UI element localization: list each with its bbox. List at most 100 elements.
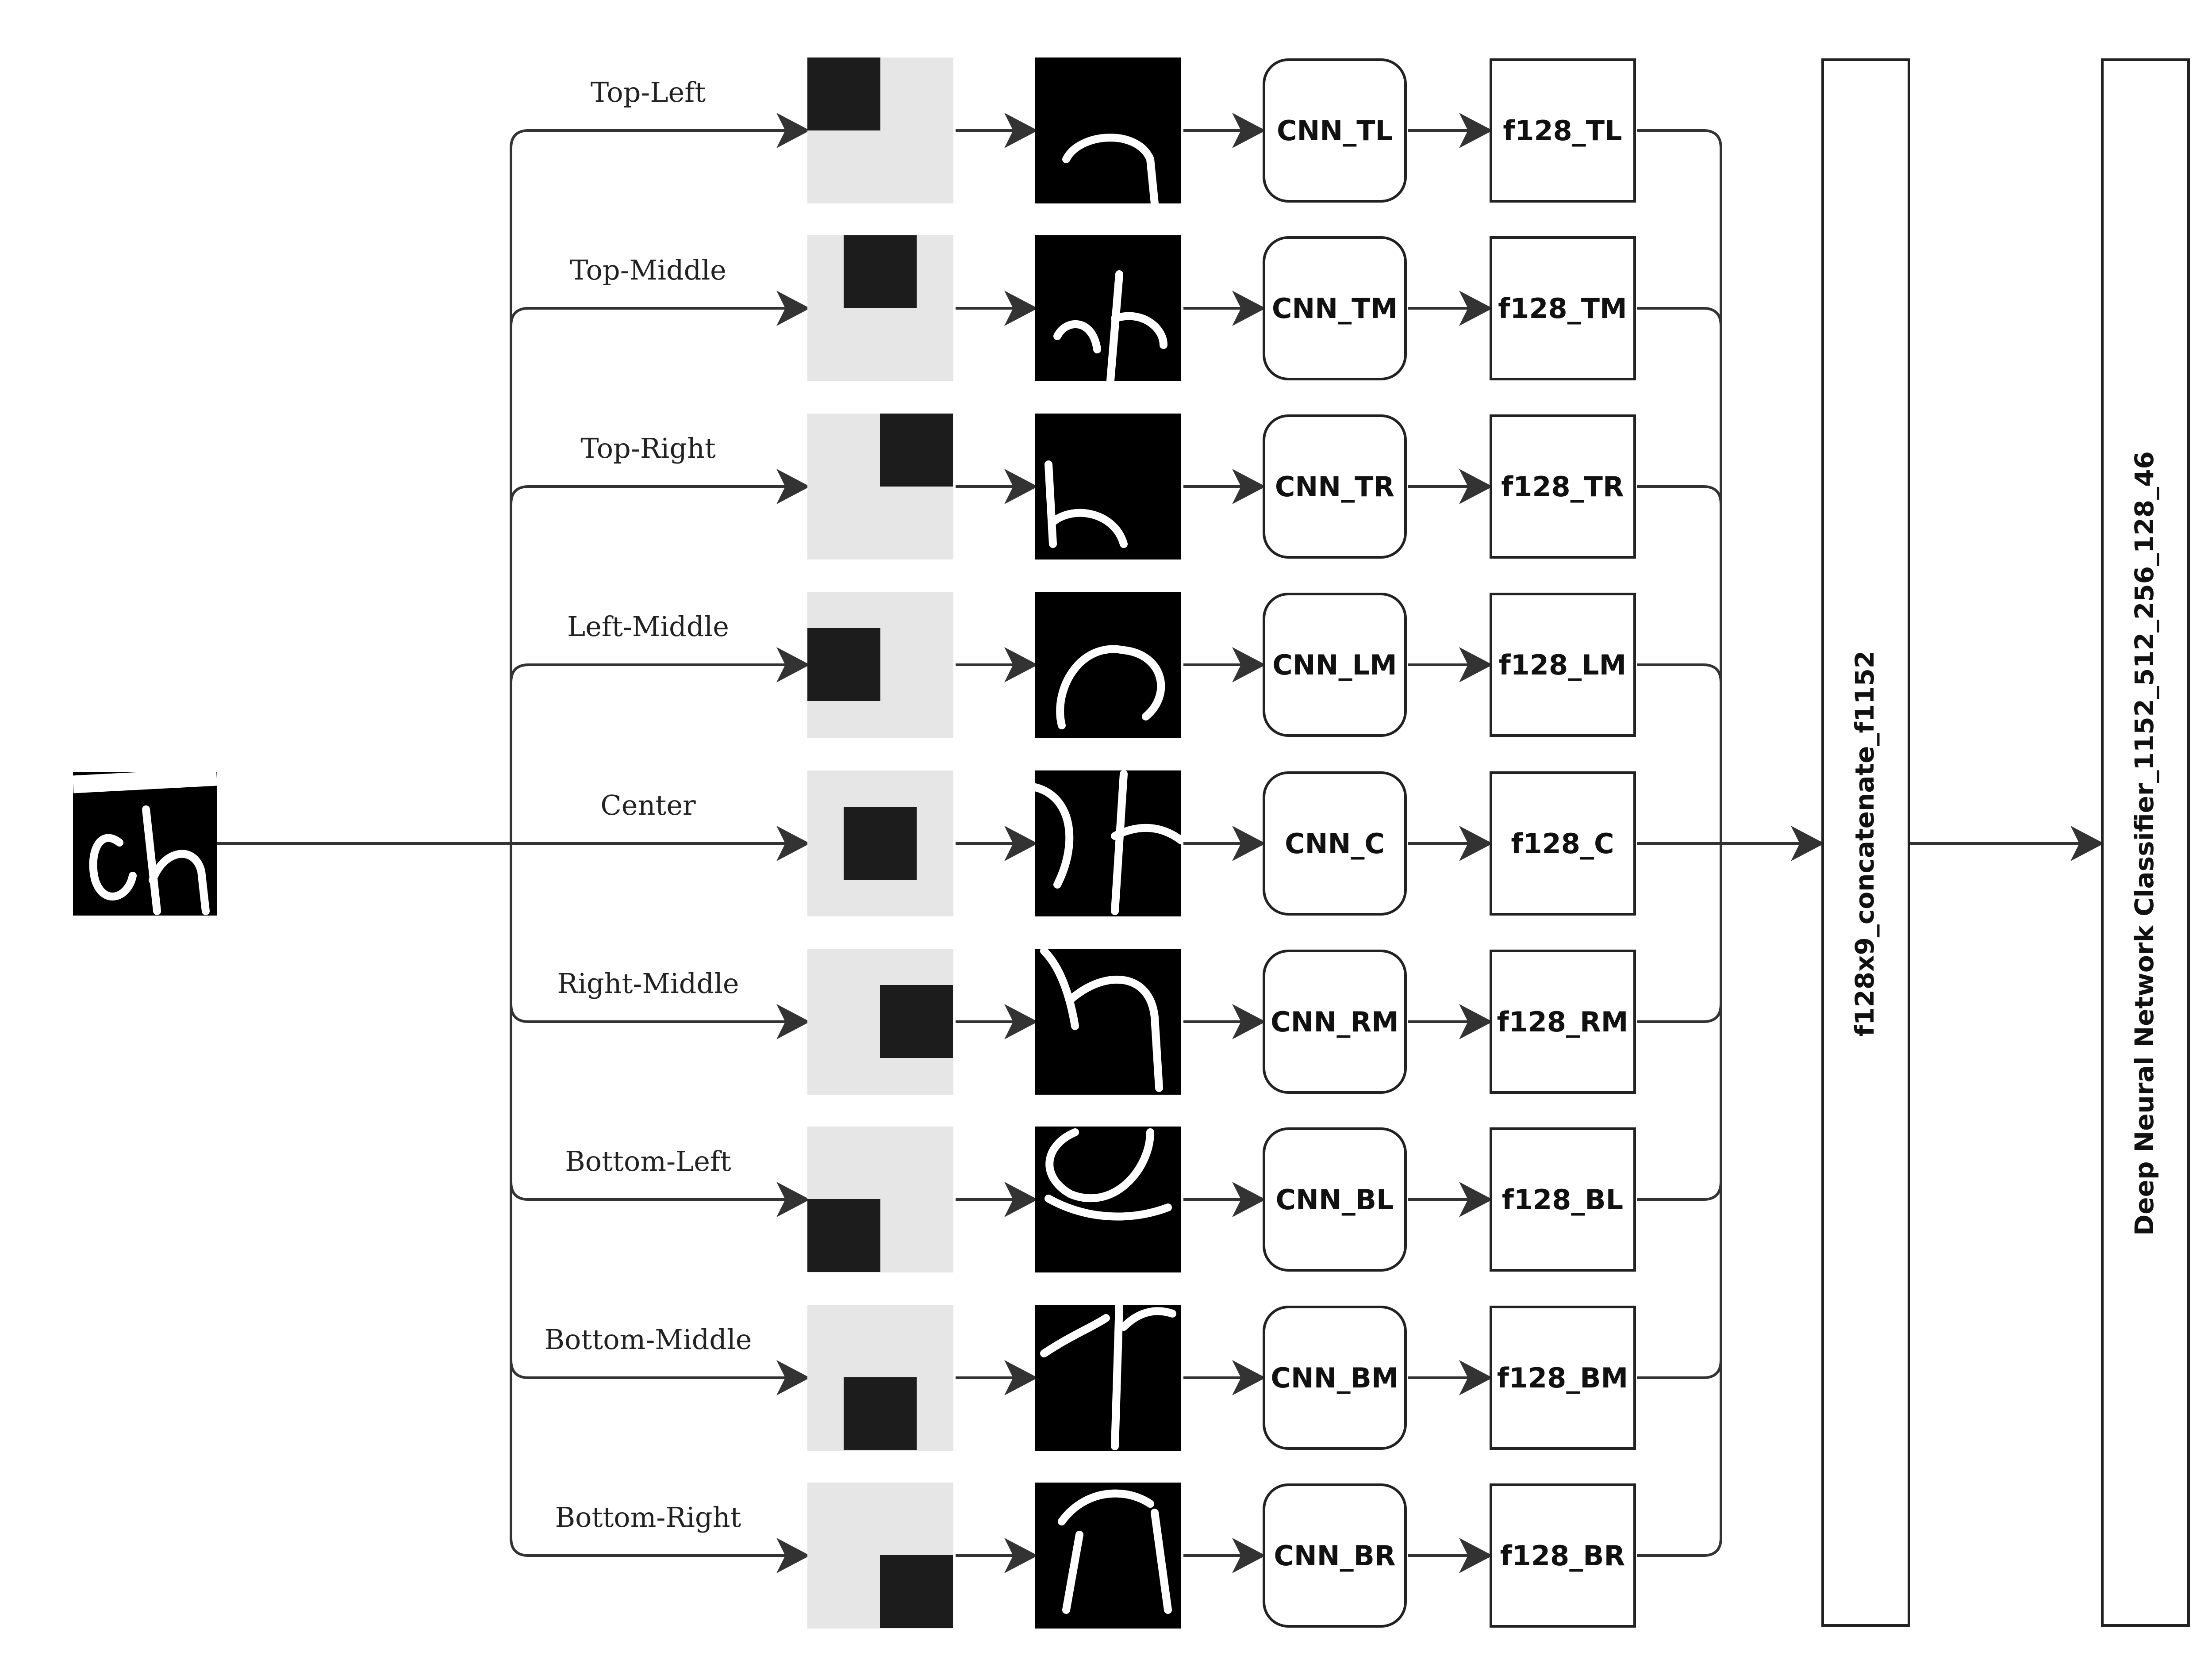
crop-patch-image: [1035, 770, 1181, 916]
cnn-box: [1263, 1483, 1407, 1628]
feature-to-merge-line: [1637, 129, 1722, 149]
branch-arrow: [510, 1537, 810, 1573]
branch-arrow: [510, 1360, 810, 1395]
feature-label: f128_C: [1511, 828, 1614, 860]
feature-box: [1490, 1483, 1636, 1628]
cnn-label: CNN_RM: [1271, 1006, 1399, 1038]
input-image: [73, 768, 217, 916]
branch-row: Bottom-Middle CNN_BM f128_BM: [510, 1305, 1722, 1451]
cnn-label: CNN_TM: [1272, 292, 1398, 325]
feature-label: f128_TR: [1501, 471, 1624, 503]
branch-position-label: Top-Left: [591, 76, 706, 108]
crop-region-highlight: [844, 807, 917, 880]
cnn-box: [1263, 236, 1407, 380]
crop-patch-image: [1035, 1127, 1181, 1272]
crop-region-highlight: [807, 57, 880, 130]
crop-patch-stroke: [1044, 1305, 1172, 1446]
branch-position-label: Right-Middle: [557, 967, 739, 1000]
crop-patch-image: [1035, 414, 1181, 559]
cnn-label: CNN_TR: [1275, 471, 1394, 503]
branch-row: Top-Right CNN_TR f128_TR: [510, 414, 1722, 559]
feature-label: f128_BL: [1502, 1184, 1623, 1216]
cnn-label: CNN_LM: [1272, 649, 1397, 681]
feature-label: f128_RM: [1497, 1006, 1628, 1038]
branch-arrow: [510, 291, 810, 326]
feature-box: [1490, 593, 1636, 737]
branch-position-label: Center: [600, 789, 696, 821]
crop-patch-stroke: [1060, 649, 1161, 725]
branch-position-label: Bottom-Right: [555, 1501, 741, 1533]
crop-patch-image: [1035, 235, 1181, 381]
branch-row: Center CNN_C f128_C: [489, 770, 1721, 916]
branch-position-label: Bottom-Left: [565, 1145, 731, 1177]
crop-region-highlight: [844, 235, 917, 308]
branch-row: Top-Left CNN_TL f128_TL: [510, 57, 1722, 203]
crop-patch-stroke: [1066, 138, 1155, 203]
crop-region-highlight: [807, 1199, 880, 1272]
feature-label: f128_TM: [1498, 292, 1627, 325]
cnn-box: [1263, 1306, 1407, 1450]
feature-to-merge-line: [1637, 1360, 1722, 1379]
feature-box: [1490, 236, 1636, 380]
feature-label: f128_TL: [1503, 115, 1622, 147]
branch-arrow: [510, 1004, 810, 1039]
branch-arrow: [510, 1181, 810, 1217]
feature-label: f128_BM: [1497, 1362, 1628, 1394]
cnn-label: CNN_BM: [1271, 1362, 1398, 1394]
branch-row: Top-Middle CNN_TM f128_TM: [510, 235, 1722, 381]
cnn-box: [1263, 593, 1407, 737]
concatenate-node: f128x9_concatenate_f1152: [1821, 58, 1910, 1627]
branch-row: Right-Middle CNN_RM f128_RM: [510, 949, 1722, 1095]
cnn-label: CNN_BR: [1274, 1540, 1395, 1572]
crop-patch-stroke: [1044, 951, 1159, 1088]
cnn-box: [1263, 414, 1407, 559]
crop-patch-stroke: [1035, 774, 1181, 911]
feature-label: f128_LM: [1499, 649, 1627, 681]
feature-box: [1490, 771, 1636, 916]
branch-position-label: Top-Middle: [570, 254, 726, 286]
feature-to-merge-line: [1637, 1537, 1722, 1557]
feature-to-merge-line: [1637, 1181, 1722, 1201]
crop-patch-stroke: [1048, 464, 1124, 544]
branch-rows: Top-Left CNN_TL f128_TL Top-Middle CNN_TM f12…: [489, 57, 1824, 1629]
feature-to-merge-line: [1637, 485, 1722, 505]
crop-region-highlight: [880, 985, 953, 1058]
crop-patch-image: [1035, 1305, 1181, 1451]
cnn-box: [1263, 1127, 1407, 1272]
feature-box: [1490, 1127, 1636, 1272]
crop-region-highlight: [880, 414, 953, 487]
feature-box: [1490, 58, 1636, 203]
feature-label: f128_BR: [1500, 1540, 1625, 1572]
feature-to-merge-line: [1637, 663, 1722, 683]
branch-position-label: Bottom-Middle: [545, 1323, 752, 1356]
branch-row: Bottom-Right CNN_BR f128_BR: [510, 1483, 1722, 1629]
crop-region-highlight: [880, 1555, 953, 1628]
branch-position-label: Top-Right: [580, 432, 716, 464]
feature-to-merge-line: [1637, 307, 1722, 326]
branch-arrow: [510, 647, 810, 683]
cnn-box: [1263, 58, 1407, 203]
branch-arrow: [510, 113, 810, 149]
crop-patch-stroke: [1057, 274, 1164, 380]
classifier-label: Deep Neural Network Classifier_1152_512_…: [2129, 451, 2159, 1236]
cnn-box: [1263, 771, 1407, 916]
crop-region-highlight: [844, 1377, 917, 1450]
branch-arrow: [510, 469, 810, 505]
branch-row: Bottom-Left CNN_BL f128_BL: [510, 1127, 1722, 1272]
cnn-label: CNN_C: [1285, 828, 1385, 860]
feature-box: [1490, 950, 1636, 1094]
branch-position-label: Left-Middle: [567, 610, 729, 643]
branch-row: Left-Middle CNN_LM f128_LM: [510, 592, 1722, 738]
cnn-label: CNN_BL: [1275, 1184, 1394, 1216]
crop-patch-stroke: [1062, 1494, 1168, 1610]
concatenate-label: f128x9_concatenate_f1152: [1850, 651, 1880, 1036]
cnn-box: [1263, 950, 1407, 1094]
crop-region-highlight: [807, 628, 880, 701]
cnn-label: CNN_TL: [1277, 115, 1393, 147]
crop-patch-stroke: [1048, 1132, 1168, 1216]
classifier-node: Deep Neural Network Classifier_1152_512_…: [2101, 58, 2190, 1627]
feature-box: [1490, 414, 1636, 559]
feature-to-merge-line: [1637, 1004, 1722, 1023]
feature-box: [1490, 1306, 1636, 1450]
